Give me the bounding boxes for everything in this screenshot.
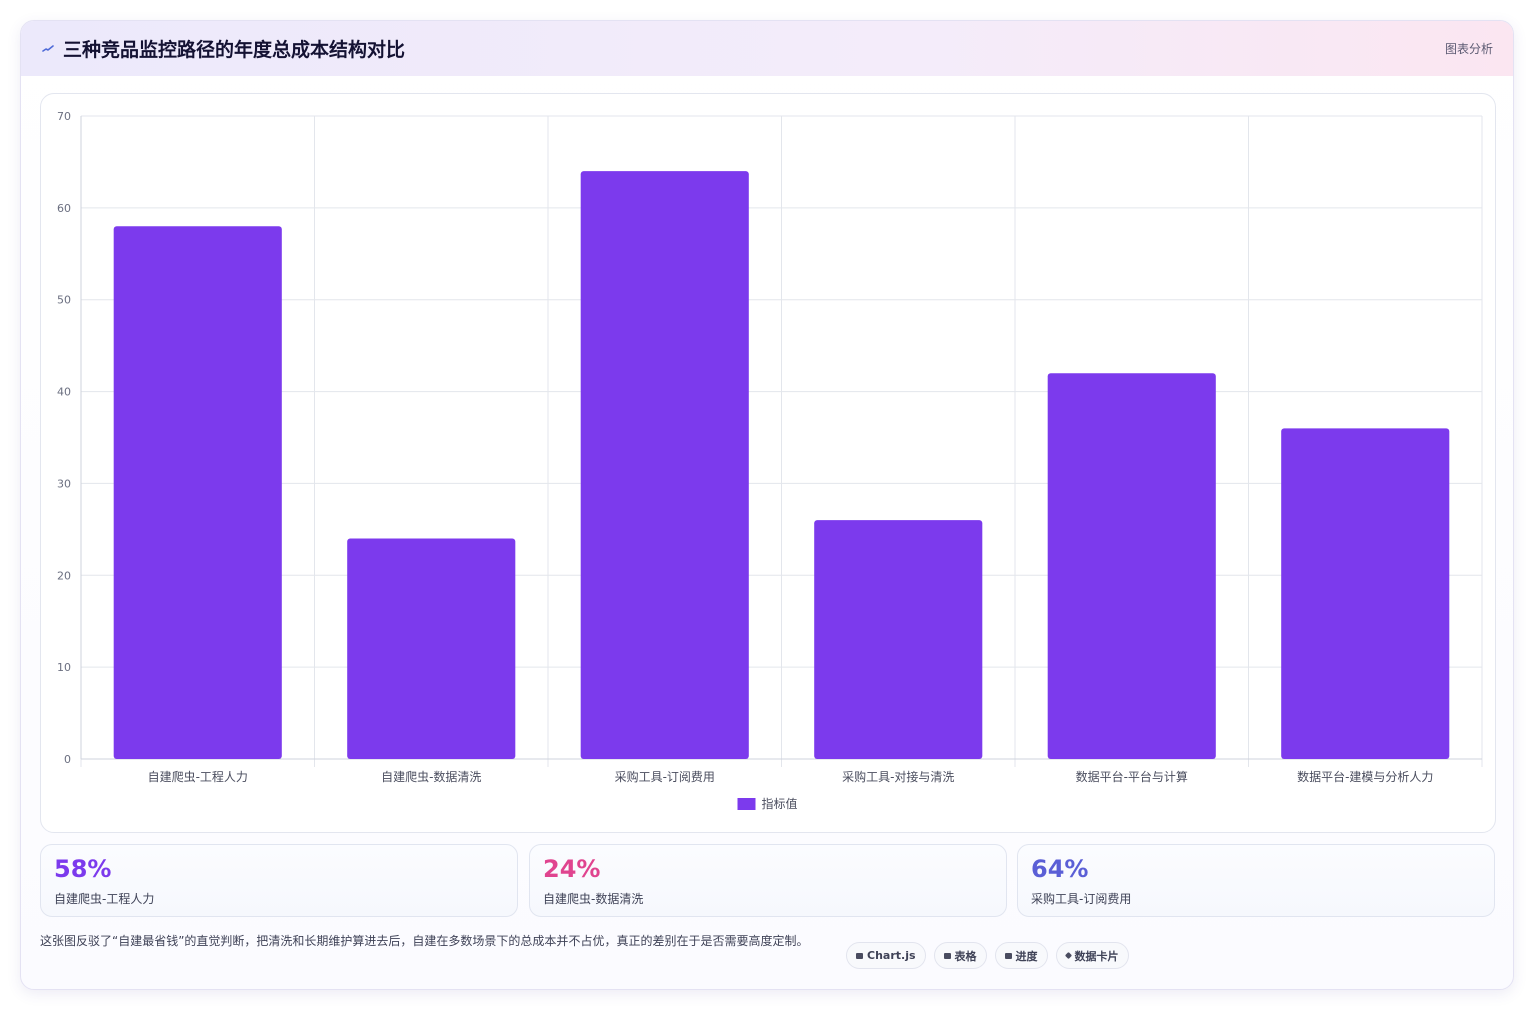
legend-label: 指标值 bbox=[762, 796, 798, 811]
tag-progress[interactable]: 进度 bbox=[994, 942, 1048, 969]
stat-card: 64% 采购工具-订阅费用 bbox=[1017, 844, 1495, 917]
y-tick-label: 60 bbox=[57, 202, 71, 215]
stat-value: 24% bbox=[543, 855, 601, 883]
x-tick-label: 自建爬虫-工程人力 bbox=[148, 769, 248, 784]
sparkle-icon bbox=[1064, 951, 1072, 960]
stat-card: 58% 自建爬虫-工程人力 bbox=[40, 844, 518, 917]
header-tag: 图表分析 bbox=[1444, 42, 1493, 56]
legend-swatch bbox=[737, 798, 756, 810]
stat-card: 24% 自建爬虫-数据清洗 bbox=[529, 844, 1007, 917]
chart-panel: 三种竞品监控路径的年度总成本结构对比 图表分析 0 10 20 30 40 50 60 70 自… bbox=[20, 20, 1514, 990]
tag-label: 进度 bbox=[1015, 949, 1038, 963]
table-icon bbox=[943, 952, 951, 959]
panel-header: 三种竞品监控路径的年度总成本结构对比 图表分析 bbox=[21, 21, 1513, 76]
page-title: 三种竞品监控路径的年度总成本结构对比 bbox=[63, 39, 406, 61]
trend-line-icon bbox=[41, 42, 55, 56]
bar bbox=[814, 520, 983, 759]
tag-chartjs[interactable]: Chart.js bbox=[846, 942, 926, 969]
tag-label: Chart.js bbox=[867, 949, 916, 962]
tag-data-card[interactable]: 数据卡片 bbox=[1055, 942, 1129, 969]
tag-label: 表格 bbox=[954, 949, 977, 963]
stat-value: 58% bbox=[54, 855, 112, 883]
chart-card: 0 10 20 30 40 50 60 70 自建爬虫-工程人力 自建爬虫-数据清洗 采购工具-订阅… bbox=[40, 93, 1496, 833]
bar bbox=[1281, 428, 1450, 759]
x-tick-label: 采购工具-对接与清洗 bbox=[842, 769, 954, 784]
x-tick-label: 自建爬虫-数据清洗 bbox=[381, 769, 481, 784]
chart-summary: 这张图反驳了“自建最省钱”的直觉判断，把清洗和长期维护算进去后，自建在多数场景下… bbox=[40, 934, 809, 948]
bar bbox=[113, 226, 282, 759]
tag-label: 数据卡片 bbox=[1074, 949, 1119, 963]
bar bbox=[347, 538, 516, 759]
x-tick-label: 采购工具-订阅费用 bbox=[615, 769, 715, 784]
y-tick-label: 70 bbox=[57, 110, 71, 123]
x-tick-label: 数据平台-平台与计算 bbox=[1076, 769, 1188, 784]
stat-label: 采购工具-订阅费用 bbox=[1031, 892, 1132, 906]
bar-chart: 0 10 20 30 40 50 60 70 自建爬虫-工程人力 自建爬虫-数据清洗 采购工具-订阅… bbox=[57, 110, 1483, 811]
tag-list: Chart.js 表格 进度 数据卡片 bbox=[846, 942, 1129, 969]
stat-value: 64% bbox=[1031, 855, 1089, 883]
y-tick-label: 10 bbox=[57, 661, 71, 674]
y-tick-label: 30 bbox=[57, 477, 71, 490]
stat-label: 自建爬虫-工程人力 bbox=[54, 892, 155, 906]
y-tick-label: 50 bbox=[57, 294, 71, 307]
stat-label: 自建爬虫-数据清洗 bbox=[543, 892, 644, 906]
x-tick-label: 数据平台-建模与分析人力 bbox=[1297, 769, 1433, 784]
chart-icon bbox=[856, 952, 863, 959]
stat-cards: 58% 自建爬虫-工程人力 24% 自建爬虫-数据清洗 64% 采购工具-订阅费… bbox=[40, 844, 1496, 917]
y-tick-label: 20 bbox=[57, 569, 71, 582]
bar bbox=[580, 171, 749, 760]
tag-table[interactable]: 表格 bbox=[933, 942, 987, 969]
folder-icon bbox=[1004, 952, 1012, 959]
y-tick-label: 0 bbox=[64, 753, 71, 766]
bar bbox=[1047, 373, 1216, 759]
y-tick-label: 40 bbox=[57, 386, 71, 399]
